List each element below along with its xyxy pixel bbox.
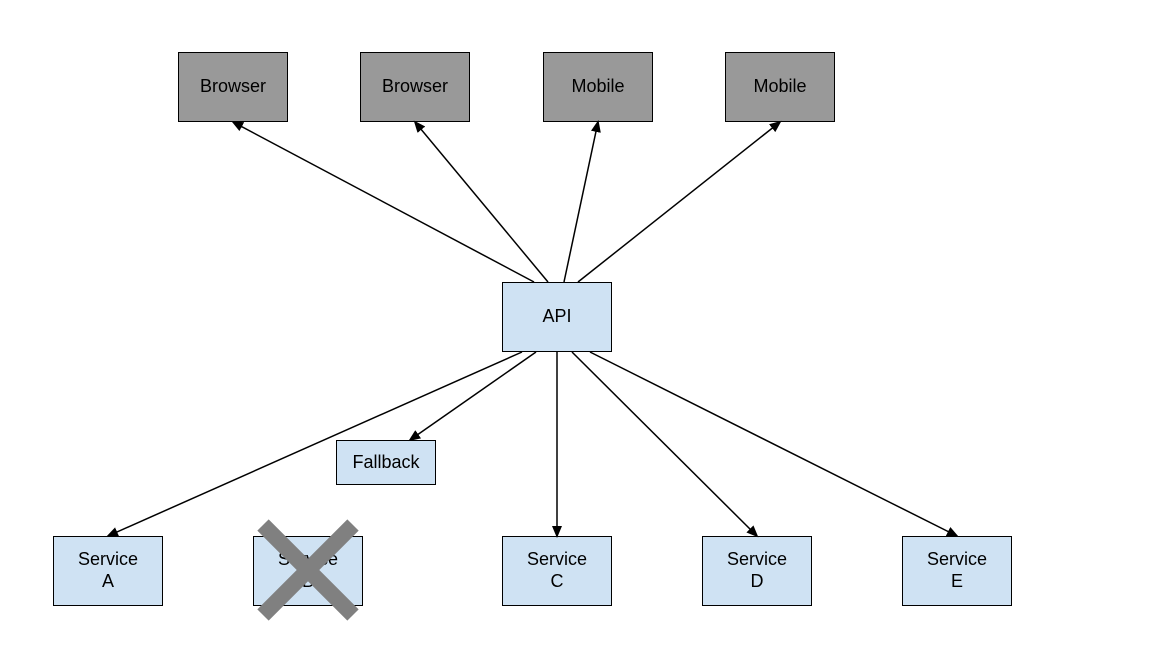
node-label: Browser [382,76,448,98]
node-label: API [542,306,571,328]
client-mobile-2: Mobile [725,52,835,122]
service-b-node: ServiceB [253,536,363,606]
fallback-node: Fallback [336,440,436,485]
node-label: Mobile [753,76,806,98]
node-label: ServiceE [927,549,987,592]
api-node: API [502,282,612,352]
service-d-node: ServiceD [702,536,812,606]
node-label: Browser [200,76,266,98]
client-browser-2: Browser [360,52,470,122]
client-mobile-1: Mobile [543,52,653,122]
node-label: ServiceB [278,549,338,592]
service-c-node: ServiceC [502,536,612,606]
node-label: Fallback [352,452,419,474]
service-a-node: ServiceA [53,536,163,606]
service-e-node: ServiceE [902,536,1012,606]
node-label: ServiceA [78,549,138,592]
node-label: ServiceC [527,549,587,592]
client-browser-1: Browser [178,52,288,122]
node-label: ServiceD [727,549,787,592]
node-label: Mobile [571,76,624,98]
